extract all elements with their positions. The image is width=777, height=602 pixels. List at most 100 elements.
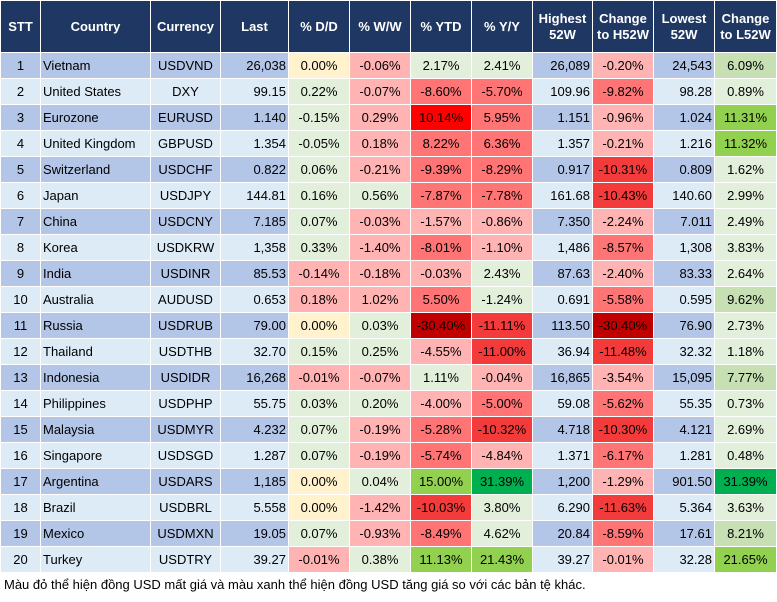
cell-h52: 4.718 bbox=[532, 416, 593, 443]
cell-dd: 0.07% bbox=[288, 416, 350, 443]
cell-country: Switzerland bbox=[40, 156, 151, 183]
cell-last: 4.232 bbox=[220, 416, 289, 443]
table-row: 6 Japan USDJPY 144.81 0.16% 0.56% -7.87% -7.78%… bbox=[0, 182, 777, 209]
cell-cl52: 0.73% bbox=[714, 390, 777, 417]
cell-yy: 5.95% bbox=[471, 104, 533, 131]
cell-ytd: -8.60% bbox=[410, 78, 472, 105]
cell-yy: -11.00% bbox=[471, 338, 533, 365]
cell-stt: 10 bbox=[0, 286, 41, 313]
cell-last: 32.70 bbox=[220, 338, 289, 365]
cell-yy: 2.41% bbox=[471, 52, 533, 79]
table-row: 4 United Kingdom GBPUSD 1.354 -0.05% 0.18% 8.2… bbox=[0, 130, 777, 157]
cell-currency: DXY bbox=[150, 78, 221, 105]
cell-dd: 0.18% bbox=[288, 286, 350, 313]
cell-ww: -0.19% bbox=[349, 416, 411, 443]
cell-country: Argentina bbox=[40, 468, 151, 495]
cell-cl52: 6.09% bbox=[714, 52, 777, 79]
cell-currency: USDIDR bbox=[150, 364, 221, 391]
table-row: 17 Argentina USDARS 1,185 0.00% 0.04% 15.00% 31… bbox=[0, 468, 777, 495]
cell-h52: 26,089 bbox=[532, 52, 593, 79]
cell-ytd: -9.39% bbox=[410, 156, 472, 183]
cell-h52: 87.63 bbox=[532, 260, 593, 287]
cell-ytd: -1.57% bbox=[410, 208, 472, 235]
cell-currency: USDBRL bbox=[150, 494, 221, 521]
cell-last: 1.354 bbox=[220, 130, 289, 157]
cell-ytd: -4.00% bbox=[410, 390, 472, 417]
cell-h52: 0.917 bbox=[532, 156, 593, 183]
cell-stt: 8 bbox=[0, 234, 41, 261]
cell-ww: 0.03% bbox=[349, 312, 411, 339]
cell-yy: -5.70% bbox=[471, 78, 533, 105]
cell-yy: -0.86% bbox=[471, 208, 533, 235]
cell-ch52: -3.54% bbox=[592, 364, 654, 391]
currency-table: STT Country Currency Last% D/D% W/W% YTD% Y… bbox=[0, 0, 777, 573]
table-row: 3 Eurozone EURUSD 1.140 -0.15% 0.29% 10.14% 5.9… bbox=[0, 104, 777, 131]
cell-country: Thailand bbox=[40, 338, 151, 365]
cell-l52: 1.216 bbox=[653, 130, 715, 157]
cell-ww: 0.04% bbox=[349, 468, 411, 495]
cell-dd: 0.06% bbox=[288, 156, 350, 183]
cell-last: 1,185 bbox=[220, 468, 289, 495]
cell-stt: 16 bbox=[0, 442, 41, 469]
cell-ch52: -10.43% bbox=[592, 182, 654, 209]
cell-country: United States bbox=[40, 78, 151, 105]
column-header: % W/W bbox=[349, 0, 411, 53]
cell-l52: 24,543 bbox=[653, 52, 715, 79]
table-row: 15 Malaysia USDMYR 4.232 0.07% -0.19% -5.28% -1… bbox=[0, 416, 777, 443]
cell-ww: -0.07% bbox=[349, 78, 411, 105]
cell-last: 39.27 bbox=[220, 546, 289, 573]
cell-dd: 0.07% bbox=[288, 208, 350, 235]
cell-h52: 1.151 bbox=[532, 104, 593, 131]
column-header: STT bbox=[0, 0, 41, 53]
cell-h52: 7.350 bbox=[532, 208, 593, 235]
cell-stt: 17 bbox=[0, 468, 41, 495]
cell-ww: -0.21% bbox=[349, 156, 411, 183]
table-row: 8 Korea USDKRW 1,358 0.33% -1.40% -8.01% -1.10%… bbox=[0, 234, 777, 261]
cell-yy: 3.80% bbox=[471, 494, 533, 521]
cell-h52: 1,200 bbox=[532, 468, 593, 495]
cell-country: Indonesia bbox=[40, 364, 151, 391]
cell-ww: -0.93% bbox=[349, 520, 411, 547]
cell-last: 1.287 bbox=[220, 442, 289, 469]
cell-l52: 15,095 bbox=[653, 364, 715, 391]
cell-cl52: 2.69% bbox=[714, 416, 777, 443]
table-row: 14 Philippines USDPHP 55.75 0.03% 0.20% -4.00%… bbox=[0, 390, 777, 417]
cell-ytd: -8.49% bbox=[410, 520, 472, 547]
cell-ytd: 8.22% bbox=[410, 130, 472, 157]
cell-ytd: -5.74% bbox=[410, 442, 472, 469]
cell-currency: USDJPY bbox=[150, 182, 221, 209]
cell-ytd: 5.50% bbox=[410, 286, 472, 313]
cell-yy: -10.32% bbox=[471, 416, 533, 443]
cell-country: Malaysia bbox=[40, 416, 151, 443]
cell-cl52: 8.21% bbox=[714, 520, 777, 547]
cell-stt: 19 bbox=[0, 520, 41, 547]
cell-yy: -1.10% bbox=[471, 234, 533, 261]
cell-h52: 36.94 bbox=[532, 338, 593, 365]
cell-ytd: 1.11% bbox=[410, 364, 472, 391]
cell-yy: -0.04% bbox=[471, 364, 533, 391]
cell-l52: 83.33 bbox=[653, 260, 715, 287]
cell-currency: EURUSD bbox=[150, 104, 221, 131]
header-row: STT Country Currency Last% D/D% W/W% YTD% Y… bbox=[0, 0, 777, 53]
cell-cl52: 31.39% bbox=[714, 468, 777, 495]
cell-currency: USDMXN bbox=[150, 520, 221, 547]
table-row: 19 Mexico USDMXN 19.05 0.07% -0.93% -8.49% 4.62… bbox=[0, 520, 777, 547]
cell-last: 5.558 bbox=[220, 494, 289, 521]
cell-l52: 32.32 bbox=[653, 338, 715, 365]
cell-cl52: 9.62% bbox=[714, 286, 777, 313]
cell-stt: 9 bbox=[0, 260, 41, 287]
cell-ww: -0.06% bbox=[349, 52, 411, 79]
cell-ww: -1.40% bbox=[349, 234, 411, 261]
cell-ww: 0.20% bbox=[349, 390, 411, 417]
cell-h52: 0.691 bbox=[532, 286, 593, 313]
cell-l52: 7.011 bbox=[653, 208, 715, 235]
cell-stt: 15 bbox=[0, 416, 41, 443]
cell-ch52: -8.59% bbox=[592, 520, 654, 547]
cell-yy: -7.78% bbox=[471, 182, 533, 209]
cell-cl52: 2.99% bbox=[714, 182, 777, 209]
cell-ytd: -10.03% bbox=[410, 494, 472, 521]
cell-stt: 4 bbox=[0, 130, 41, 157]
cell-l52: 76.90 bbox=[653, 312, 715, 339]
cell-ytd: 2.17% bbox=[410, 52, 472, 79]
table-row: 5 Switzerland USDCHF 0.822 0.06% -0.21% -9.39%… bbox=[0, 156, 777, 183]
